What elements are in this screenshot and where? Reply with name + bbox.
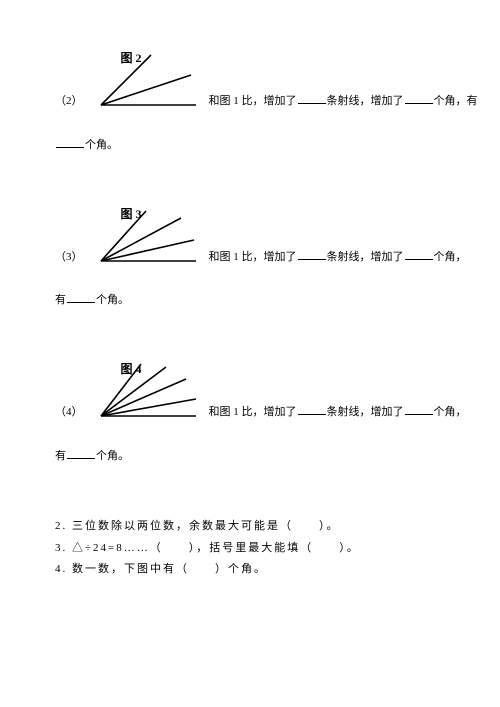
p3-ta: 和图 1 比，增加了	[209, 251, 297, 263]
p3-cont-text: 个角。	[96, 294, 129, 306]
p4-cont-prefix: 有	[55, 450, 66, 462]
figure-4-wrap: 图 4	[91, 361, 201, 429]
problem-3-cont: 有 个角。	[55, 291, 445, 311]
problem-3-row: （3） 图 3 和图 1 比，增加了条射线，增加了个角，	[55, 206, 445, 274]
problem-2-text: 和图 1 比，增加了 条射线，增加了 个角，有	[209, 92, 478, 118]
question-3: 3. △÷24=8……（ ），括号里最大能填（ ）。	[55, 539, 445, 559]
figure-3-svg	[91, 206, 201, 266]
problem-3-index: （3）	[55, 248, 83, 274]
p2-blank-1	[298, 92, 326, 104]
figure-2-label: 图 2	[121, 48, 142, 70]
p3-blank-2	[405, 248, 433, 260]
p2-tb: 条射线，增加了	[327, 95, 404, 107]
figure-2-wrap: 图 2	[91, 50, 201, 118]
p4-ta: 和图 1 比，增加了	[209, 406, 297, 418]
p2-blank-3	[56, 136, 84, 148]
problem-2-cont: 个角。	[55, 136, 445, 156]
problem-4-text: 和图 1 比，增加了 条射线，增加了 个角，	[209, 403, 467, 429]
question-list: 2. 三位数除以两位数，余数最大可能是（ ）。 3. △÷24=8……（ ），括…	[55, 517, 445, 580]
question-4: 4. 数一数，下图中有（ ）个角。	[55, 560, 445, 580]
p2-ta: 和图 1 比，增加了	[209, 95, 297, 107]
question-2: 2. 三位数除以两位数，余数最大可能是（ ）。	[55, 517, 445, 537]
problem-4-index: （4）	[55, 403, 83, 429]
problem-4: （4） 图 4 和图 1 比，增加了条射线，增加了个角， 有个角。	[55, 361, 445, 467]
p4-blank-1	[298, 403, 326, 415]
p2-tc: 个角，有	[434, 95, 478, 107]
p4-tb: 条射线，增加了	[327, 406, 404, 418]
problem-3: （3） 图 3 和图 1 比，增加了条射线，增加了个角， 有个角。	[55, 206, 445, 312]
figure-3-label: 图 3	[121, 204, 142, 226]
problem-2-row: （2） 图 2 和图 1 比，增加了条射线，增加了个角，有	[55, 50, 445, 118]
figure-3-wrap: 图 3	[91, 206, 201, 274]
problem-2: （2） 图 2 和图 1 比，增加了条射线，增加了个角，有 个角。	[55, 50, 445, 156]
p2-blank-2	[405, 92, 433, 104]
problem-4-row: （4） 图 4 和图 1 比，增加了条射线，增加了个角，	[55, 361, 445, 429]
figure-4-label: 图 4	[121, 359, 142, 381]
p3-cont-prefix: 有	[55, 294, 66, 306]
p3-tb: 条射线，增加了	[327, 251, 404, 263]
p2-cont-text: 个角。	[85, 139, 118, 151]
p4-cont-text: 个角。	[96, 450, 129, 462]
p4-blank-3	[67, 447, 95, 459]
p3-tc: 个角，	[434, 251, 467, 263]
problem-4-cont: 有 个角。	[55, 447, 445, 467]
p4-blank-2	[405, 403, 433, 415]
figure-4-svg	[91, 361, 201, 421]
figure-2-svg	[91, 50, 201, 110]
problem-2-index: （2）	[55, 92, 83, 118]
p4-tc: 个角，	[434, 406, 467, 418]
problem-3-text: 和图 1 比，增加了 条射线，增加了 个角，	[209, 248, 467, 274]
p3-blank-1	[298, 248, 326, 260]
p3-blank-3	[67, 291, 95, 303]
